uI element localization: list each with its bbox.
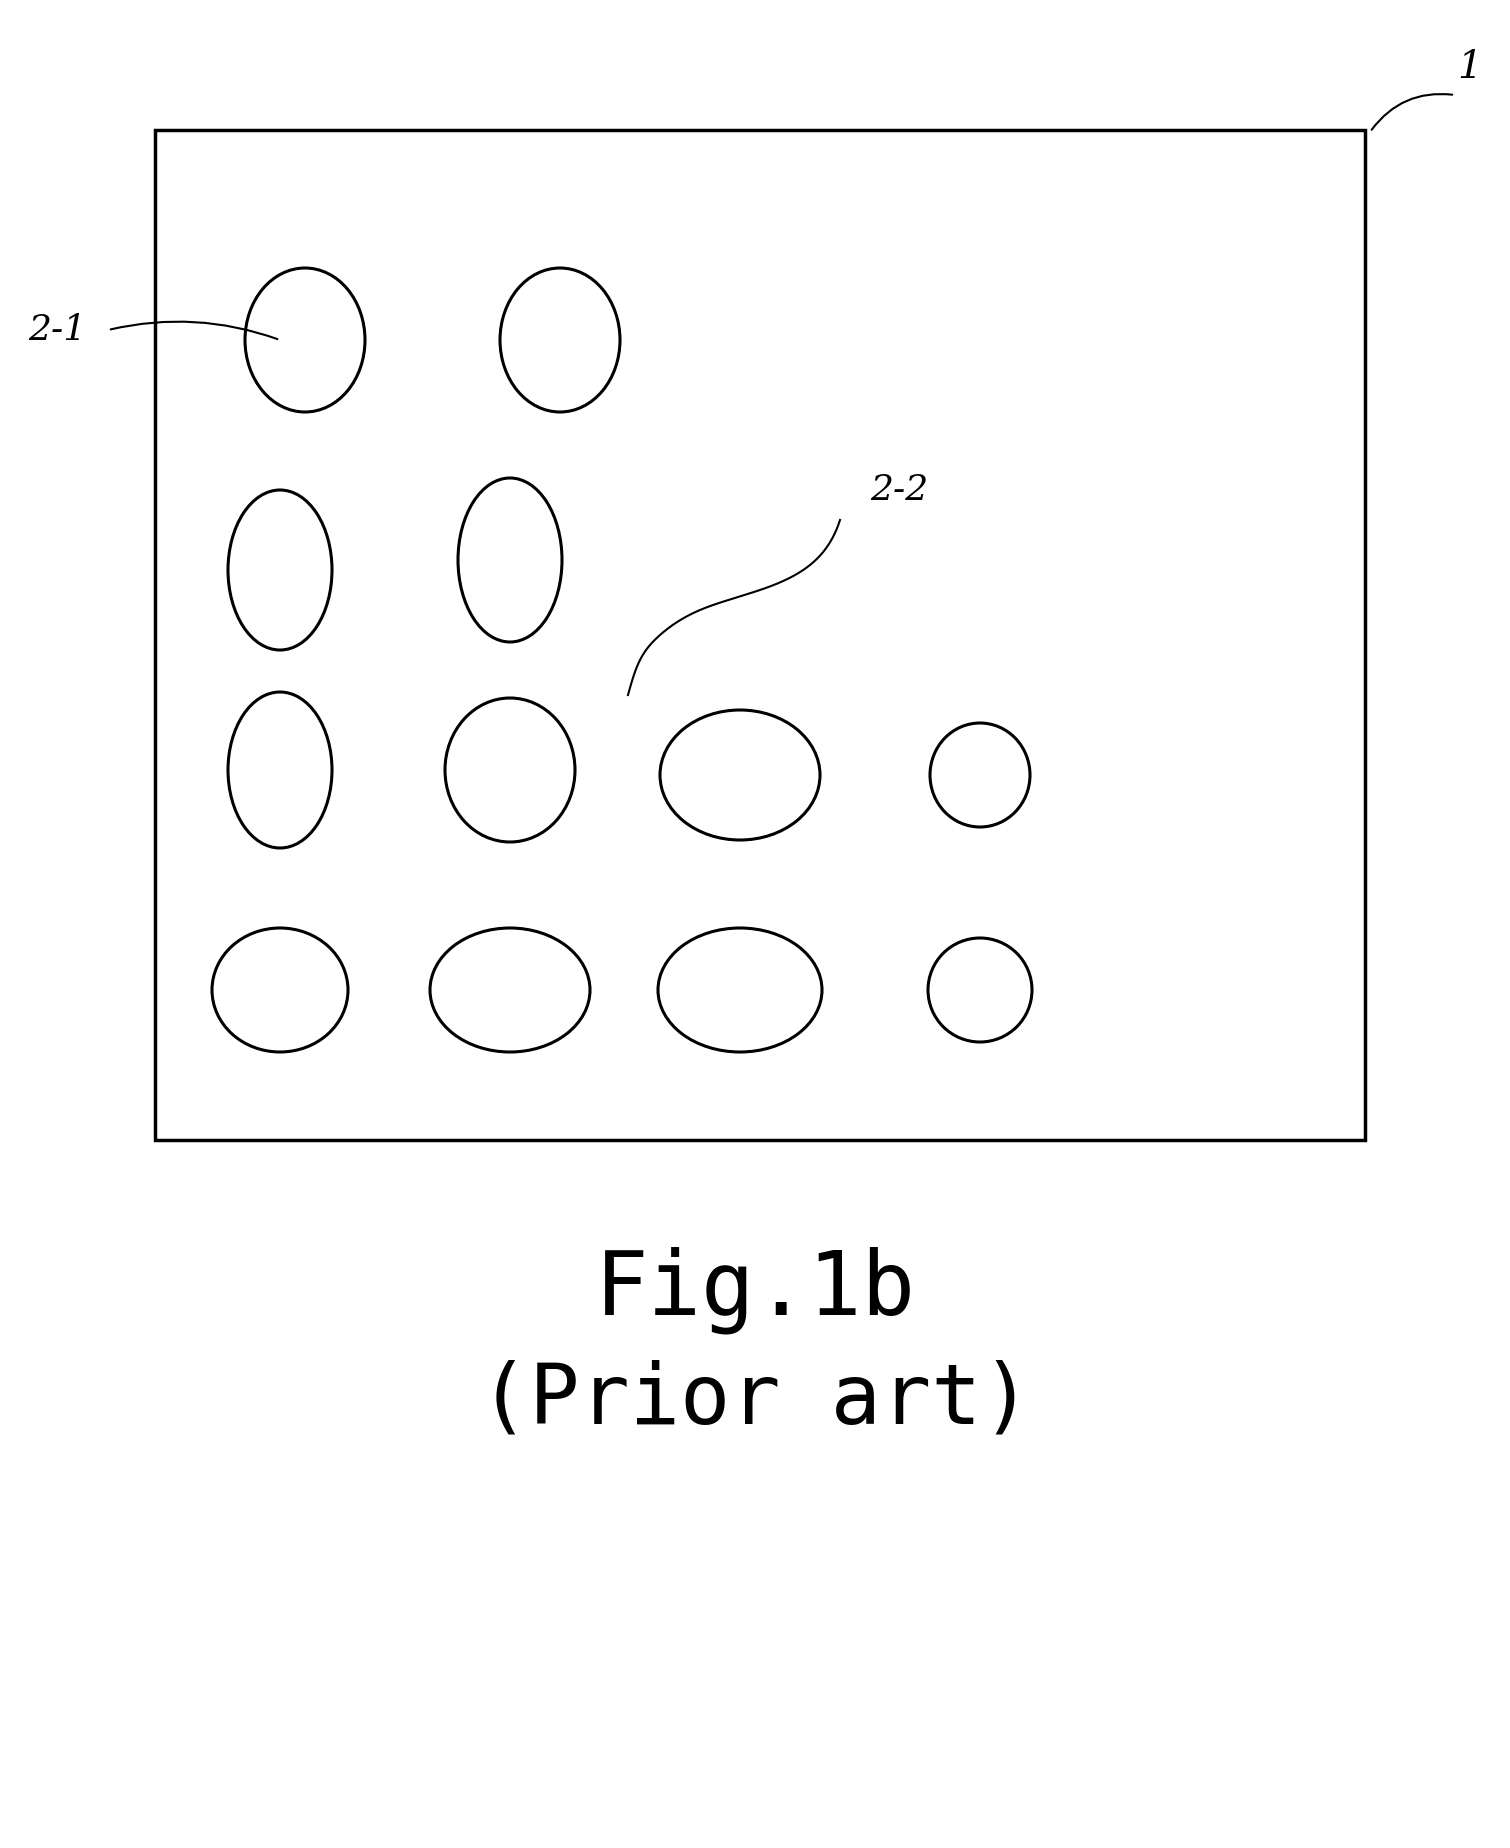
Ellipse shape bbox=[929, 939, 1031, 1042]
Ellipse shape bbox=[458, 479, 562, 641]
Text: 1: 1 bbox=[1457, 50, 1483, 87]
Ellipse shape bbox=[430, 928, 590, 1052]
Ellipse shape bbox=[660, 710, 820, 841]
Ellipse shape bbox=[445, 699, 575, 843]
Ellipse shape bbox=[658, 928, 821, 1052]
Text: Fig.1b: Fig.1b bbox=[595, 1246, 915, 1334]
Text: 2-1: 2-1 bbox=[29, 312, 86, 347]
Ellipse shape bbox=[228, 490, 332, 650]
Text: 2-2: 2-2 bbox=[870, 473, 929, 506]
Ellipse shape bbox=[500, 268, 621, 412]
Text: (Prior art): (Prior art) bbox=[479, 1360, 1031, 1440]
Ellipse shape bbox=[245, 268, 365, 412]
Ellipse shape bbox=[228, 691, 332, 848]
Bar bbox=[156, 129, 1365, 1140]
Ellipse shape bbox=[211, 928, 347, 1052]
Ellipse shape bbox=[930, 723, 1030, 828]
